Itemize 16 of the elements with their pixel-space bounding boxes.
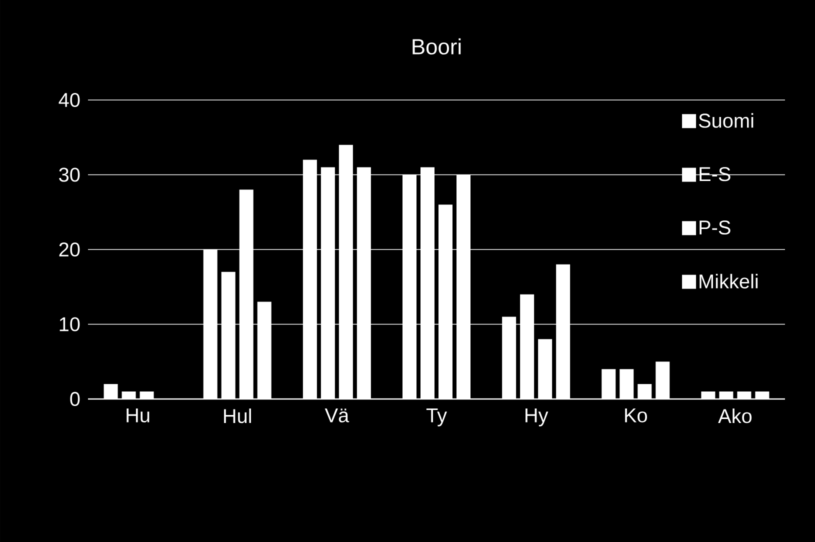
y-tick-label: 40 (58, 92, 80, 108)
y-tick-label: 10 (60, 317, 80, 332)
x-tick-label: Ko (625, 408, 647, 422)
y-tick-label: 0 (70, 392, 80, 406)
chart-title: Boori (412, 38, 461, 54)
x-tick-label: Hu (126, 408, 150, 422)
legend-label: P-S (700, 220, 730, 235)
x-tick-label: Ty (426, 408, 447, 426)
x-tick-label: Hy (526, 408, 548, 426)
x-tick-label: Ako (718, 408, 752, 424)
legend-label: Suomi (698, 113, 754, 128)
legend-label: Mikkeli (700, 274, 758, 288)
y-tick-label: 20 (59, 242, 80, 257)
x-tick-label: Hul (224, 408, 251, 424)
y-tick-label: 30 (59, 168, 80, 182)
x-tick-label: Vä (324, 408, 350, 422)
